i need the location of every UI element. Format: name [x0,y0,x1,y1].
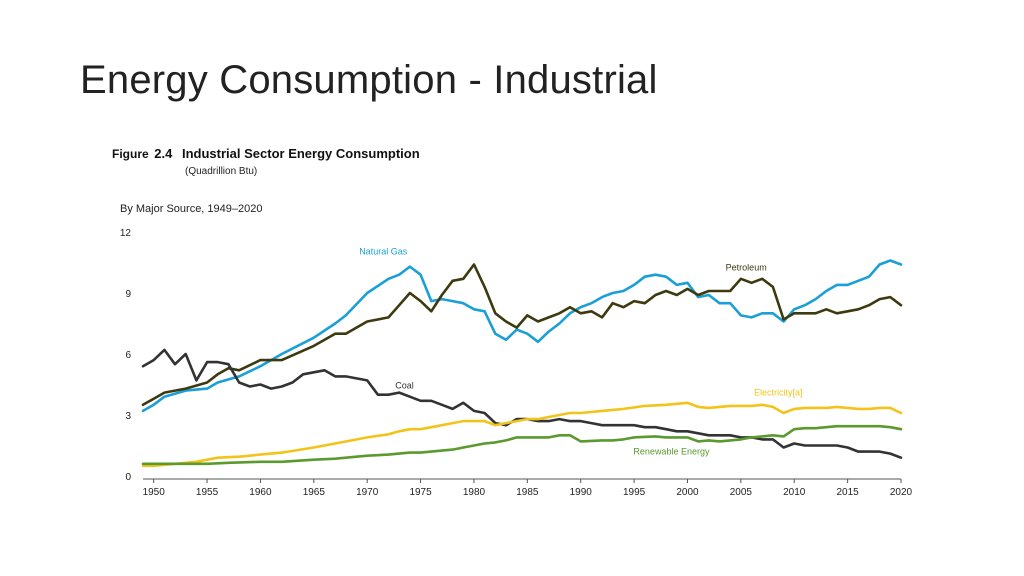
x-tick-label: 1955 [196,487,219,498]
figure-title: Industrial Sector Energy Consumption [182,146,420,161]
x-tick-label: 1985 [516,487,539,498]
series-label-electricity: Electricity[a] [754,388,803,398]
series-label-natural-gas: Natural Gas [359,246,408,256]
x-tick-label: 1980 [463,487,486,498]
x-tick-label: 2020 [890,487,913,498]
y-tick-label: 9 [125,289,131,300]
figure-units: (Quadrillion Btu) [185,166,258,177]
y-tick-label: 0 [125,472,131,483]
series-line-renewable [141,424,903,466]
x-tick-label: 2005 [730,487,753,498]
y-tick-label: 6 [125,350,131,361]
figure-number: 2.4 [154,146,173,161]
x-tick-label: 2015 [836,487,859,498]
series-label-renewable: Renewable Energy [633,447,710,457]
series-line-coal [141,348,903,459]
series-label-petroleum: Petroleum [726,263,767,273]
x-tick-label: 1990 [570,487,593,498]
figure-subtitle: By Major Source, 1949–2020 [120,203,263,215]
figure-caption: Figure 2.4 Industrial Sector Energy Cons… [112,146,420,161]
series-label-coal: Coal [395,381,414,391]
x-tick-label: 1995 [623,487,646,498]
x-tick-label: 1960 [249,487,272,498]
x-tick-label: 2000 [676,487,699,498]
figure-label: Figure [112,147,149,161]
series-line-electricity [141,401,903,468]
x-tick-label: 1950 [143,487,166,498]
slide-title: Energy Consumption - Industrial [80,58,658,102]
x-tick-label: 2010 [783,487,806,498]
y-tick-label: 3 [125,411,131,422]
x-tick-label: 1965 [303,487,326,498]
y-tick-label: 12 [120,228,132,239]
x-tick-label: 1970 [356,487,379,498]
x-tick-label: 1975 [409,487,432,498]
series-line-petroleum [141,263,903,407]
